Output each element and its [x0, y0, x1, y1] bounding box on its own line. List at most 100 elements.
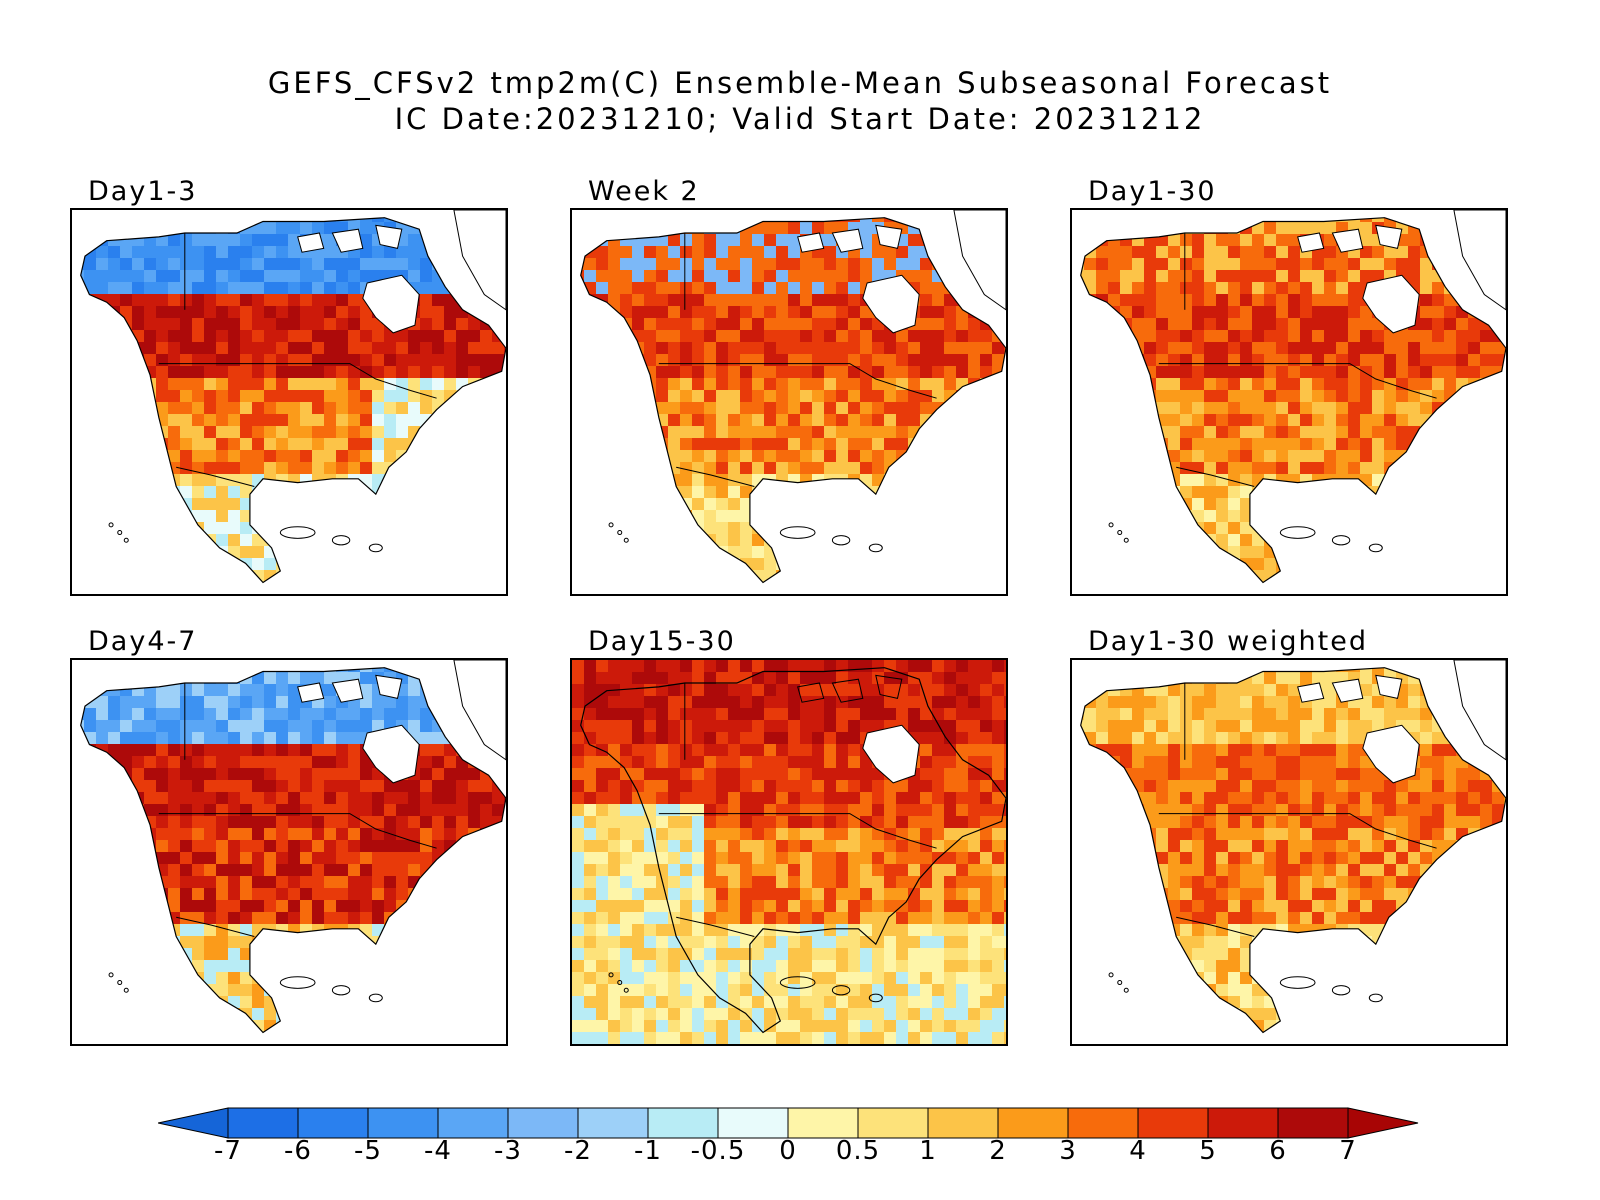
colorbar-tick-label: -2	[564, 1136, 592, 1166]
hawaii-island	[1117, 980, 1123, 986]
temperature-field	[1080, 660, 1506, 1034]
hawaii-island	[108, 972, 114, 978]
colorbar-box	[437, 1107, 509, 1139]
colorbar-box	[297, 1107, 369, 1139]
greenland	[453, 660, 506, 761]
panel-label-day1-30-weighted: Day1-30 weighted	[1088, 626, 1368, 657]
caribbean-island	[331, 985, 351, 996]
coastline	[1080, 667, 1506, 1034]
greenland	[1453, 210, 1506, 311]
arctic-island	[1375, 674, 1403, 699]
hawaii-island	[623, 987, 629, 993]
arctic-island	[331, 228, 364, 253]
temperature-field	[1080, 210, 1506, 584]
hawaii-island	[123, 537, 129, 543]
map-day15-30	[570, 658, 1008, 1046]
panel-label-day1-3: Day1-3	[88, 176, 198, 207]
panel-label-week2: Week 2	[588, 176, 700, 207]
us-canada-border	[158, 363, 437, 399]
colorbar-box	[1277, 1107, 1349, 1139]
temperature-field	[80, 660, 506, 1034]
panel-label-day4-7: Day4-7	[88, 626, 198, 657]
colorbar	[158, 1107, 1419, 1139]
arctic-island	[1331, 228, 1364, 253]
map-day4-7	[70, 658, 508, 1046]
hawaii-island	[1123, 987, 1129, 993]
colorbar-tick-label: 4	[1129, 1136, 1147, 1166]
temperature-field	[580, 210, 1006, 584]
anomaly-grid	[572, 660, 1006, 1044]
colorbar-box	[927, 1107, 999, 1139]
anomaly-grid	[80, 667, 506, 1033]
caribbean-island	[1331, 985, 1351, 996]
caribbean-island	[831, 985, 851, 996]
caribbean-island	[368, 993, 383, 1003]
us-mexico-border	[1176, 466, 1255, 487]
arctic-island	[875, 224, 903, 249]
colorbar-box	[717, 1107, 789, 1139]
caribbean-island	[1368, 993, 1383, 1003]
us-canada-border	[658, 363, 937, 399]
colorbar-tick-label: -4	[424, 1136, 452, 1166]
colorbar-tick-label: 1	[919, 1136, 937, 1166]
caribbean-island	[868, 543, 883, 553]
panel-label-day1-30: Day1-30	[1088, 176, 1217, 207]
colorbar-box	[1207, 1107, 1279, 1139]
colorbar-tick-label: -1	[634, 1136, 662, 1166]
us-canada-border	[158, 813, 437, 849]
caribbean-island	[779, 526, 816, 539]
colorbar-box	[367, 1107, 439, 1139]
hawaii-island	[117, 980, 123, 986]
us-mexico-border	[1176, 916, 1255, 937]
us-mexico-border	[676, 466, 755, 487]
arctic-island	[797, 232, 825, 253]
colorbar-tick-label: 6	[1269, 1136, 1287, 1166]
hawaii-island	[1108, 522, 1114, 528]
coastline	[1080, 217, 1506, 584]
colorbar-over-arrow	[1347, 1107, 1419, 1139]
colorbar-tick-label: 2	[989, 1136, 1007, 1166]
anomaly-grid	[1080, 217, 1506, 583]
arctic-island	[1331, 678, 1364, 703]
colorbar-box	[997, 1107, 1069, 1139]
map-day1-3	[70, 208, 508, 596]
colorbar-tick-label: 5	[1199, 1136, 1217, 1166]
arctic-island	[297, 232, 325, 253]
caribbean-island	[279, 976, 316, 989]
colorbar-box	[507, 1107, 579, 1139]
colorbar-box	[647, 1107, 719, 1139]
anomaly-grid	[580, 217, 1006, 583]
arctic-island	[831, 228, 864, 253]
colorbar-tick-label: -6	[284, 1136, 312, 1166]
temperature-field	[572, 660, 1006, 1044]
us-mexico-border	[676, 916, 755, 937]
greenland	[453, 210, 506, 311]
caribbean-island	[1279, 976, 1316, 989]
hawaii-island	[608, 972, 614, 978]
caribbean-island	[779, 976, 816, 989]
coastline	[80, 667, 506, 1034]
arctic-island	[297, 682, 325, 703]
colorbar-under-arrow	[158, 1107, 229, 1139]
colorbar-box	[787, 1107, 859, 1139]
hawaii-island	[1117, 530, 1123, 536]
caribbean-island	[831, 535, 851, 546]
hawaii-island	[608, 522, 614, 528]
greenland	[1453, 660, 1506, 761]
coastline	[80, 217, 506, 584]
chart-title: GEFS_CFSv2 tmp2m(C) Ensemble-Mean Subsea…	[267, 66, 1333, 100]
colorbar-box	[227, 1107, 299, 1139]
hawaii-island	[123, 987, 129, 993]
hudson-bay	[362, 724, 420, 784]
chart-subtitle: IC Date:20231210; Valid Start Date: 2023…	[394, 102, 1206, 136]
colorbar-tick-label: -0.5	[690, 1136, 746, 1166]
arctic-island	[1297, 682, 1325, 703]
arctic-island	[797, 682, 825, 703]
us-mexico-border	[176, 466, 255, 487]
arctic-island	[1375, 224, 1403, 249]
arctic-island	[831, 678, 864, 703]
colorbar-box	[1137, 1107, 1209, 1139]
caribbean-island	[1279, 526, 1316, 539]
hawaii-island	[1123, 537, 1129, 543]
colorbar-tick-label: 0	[779, 1136, 797, 1166]
